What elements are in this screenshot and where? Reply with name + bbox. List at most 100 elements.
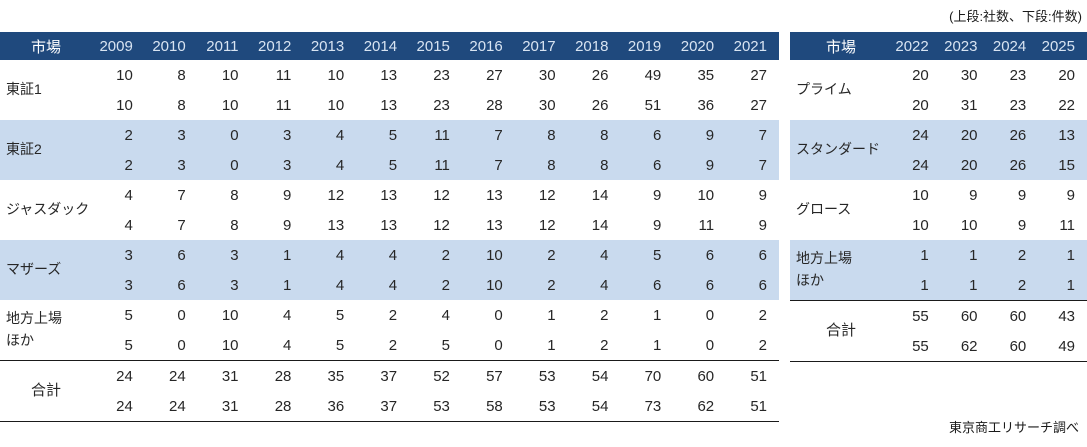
row-label: 地方上場 ほか xyxy=(0,300,92,361)
row-label: グロース xyxy=(790,180,892,240)
value-cell-cases: 55 xyxy=(892,331,941,362)
market-column-header: 市場 xyxy=(790,32,892,60)
table-row-upper: スタンダード 24 20 26 13 xyxy=(790,120,1087,180)
year-column-header: 2015 xyxy=(409,32,462,60)
table-row-lower: 5 0 10 4 5 2 5 0 1 2 1 0 2 xyxy=(0,330,779,361)
year-column-header: 2009 xyxy=(92,32,145,60)
year-column-header: 2019 xyxy=(620,32,674,60)
value-cell-companies: 70 xyxy=(620,360,674,391)
value-cell-companies: 20 xyxy=(940,120,990,150)
value-cell-cases: 12 xyxy=(409,210,462,240)
value-cell-companies: 9 xyxy=(940,180,990,210)
value-cell-cases: 3 xyxy=(144,150,198,180)
right-table-2022-2025: 市場 2022 2023 2024 2025 プライム 20 30 23 20 20 31 23 22 スタ… xyxy=(790,32,1087,362)
table-row-lower: 10 8 10 11 10 13 23 28 30 26 51 36 27 xyxy=(0,90,779,120)
value-cell-companies: 6 xyxy=(726,240,779,270)
table-row-upper: 東証2 2 3 0 3 4 5 11 7 8 8 6 9 7 xyxy=(0,120,779,180)
value-cell-companies: 3 xyxy=(250,120,304,150)
value-cell-cases: 10 xyxy=(92,90,145,120)
value-cell-companies: 5 xyxy=(303,300,357,330)
value-cell-companies: 8 xyxy=(514,120,568,150)
value-cell-companies: 23 xyxy=(989,60,1039,90)
value-cell-cases: 24 xyxy=(892,150,941,180)
year-column-header: 2017 xyxy=(514,32,568,60)
year-column-header: 2016 xyxy=(461,32,515,60)
value-cell-cases: 10 xyxy=(461,270,515,300)
value-cell-companies: 9 xyxy=(250,180,304,210)
value-cell-companies: 2 xyxy=(514,240,568,270)
value-cell-companies: 5 xyxy=(356,120,410,150)
value-cell-cases: 60 xyxy=(989,331,1039,362)
market-column-header: 市場 xyxy=(0,32,92,60)
value-cell-companies: 37 xyxy=(356,360,410,391)
value-cell-companies: 24 xyxy=(92,360,145,391)
value-cell-companies: 20 xyxy=(892,60,941,90)
value-cell-cases: 9 xyxy=(726,210,779,240)
value-cell-companies: 8 xyxy=(144,60,198,90)
value-cell-companies: 26 xyxy=(989,120,1039,150)
year-column-header: 2014 xyxy=(356,32,410,60)
value-cell-companies: 52 xyxy=(409,360,462,391)
value-cell-companies: 2 xyxy=(567,300,621,330)
table-row-upper: プライム 20 30 23 20 xyxy=(790,60,1087,120)
value-cell-companies: 60 xyxy=(989,300,1039,331)
value-cell-cases: 2 xyxy=(726,330,779,361)
value-cell-cases: 31 xyxy=(940,90,990,120)
value-cell-cases: 6 xyxy=(726,270,779,300)
row-label: ジャスダック xyxy=(0,180,92,240)
value-cell-companies: 3 xyxy=(144,120,198,150)
value-cell-companies: 10 xyxy=(461,240,515,270)
value-cell-companies: 9 xyxy=(1038,180,1087,210)
row-label: プライム xyxy=(790,60,892,120)
value-cell-cases: 9 xyxy=(250,210,304,240)
table-row-upper: 合計 55 60 60 43 xyxy=(790,300,1087,362)
tables-container: 市場 2009 2010 2011 2012 2013 2014 2015 2016 2017 20… xyxy=(0,32,1087,422)
value-cell-companies: 1 xyxy=(892,240,941,270)
value-cell-cases: 1 xyxy=(250,270,304,300)
value-cell-companies: 2 xyxy=(409,240,462,270)
value-cell-companies: 10 xyxy=(673,180,727,210)
value-cell-companies: 57 xyxy=(461,360,515,391)
value-cell-companies: 2 xyxy=(989,240,1039,270)
value-cell-cases: 11 xyxy=(409,150,462,180)
value-cell-companies: 1 xyxy=(514,300,568,330)
row-label: 合計 xyxy=(0,360,92,422)
value-cell-companies: 1 xyxy=(1038,240,1087,270)
value-cell-companies: 0 xyxy=(673,300,727,330)
value-cell-cases: 6 xyxy=(620,150,674,180)
table-row-lower: 24 24 31 28 36 37 53 58 53 54 73 62 51 xyxy=(0,391,779,422)
value-cell-cases: 3 xyxy=(250,150,304,180)
value-cell-cases: 49 xyxy=(1038,331,1087,362)
value-cell-cases: 26 xyxy=(567,90,621,120)
value-cell-cases: 8 xyxy=(514,150,568,180)
value-cell-companies: 3 xyxy=(197,240,251,270)
left-table-2009-2021: 市場 2009 2010 2011 2012 2013 2014 2015 2016 2017 20… xyxy=(0,32,779,422)
table-row-lower: 3 6 3 1 4 4 2 10 2 4 6 6 6 xyxy=(0,270,779,300)
value-cell-companies: 7 xyxy=(726,120,779,150)
value-cell-companies: 9 xyxy=(673,120,727,150)
value-cell-companies: 31 xyxy=(197,360,251,391)
year-column-header: 2011 xyxy=(197,32,251,60)
value-cell-cases: 4 xyxy=(356,270,410,300)
value-cell-companies: 26 xyxy=(567,60,621,90)
row-label: 合計 xyxy=(790,300,892,362)
value-cell-companies: 0 xyxy=(461,300,515,330)
value-cell-cases: 8 xyxy=(197,210,251,240)
value-cell-cases: 2 xyxy=(92,150,145,180)
value-cell-companies: 2 xyxy=(92,120,145,150)
value-cell-companies: 3 xyxy=(92,240,145,270)
value-cell-companies: 10 xyxy=(197,300,251,330)
value-cell-cases: 2 xyxy=(567,330,621,361)
value-cell-cases: 1 xyxy=(620,330,674,361)
value-cell-cases: 62 xyxy=(940,331,990,362)
table-row-lower: 2 3 0 3 4 5 11 7 8 8 6 9 7 xyxy=(0,150,779,180)
value-cell-cases: 0 xyxy=(673,330,727,361)
value-cell-cases: 0 xyxy=(197,150,251,180)
value-cell-companies: 13 xyxy=(356,180,410,210)
value-cell-companies: 28 xyxy=(250,360,304,391)
value-cell-cases: 13 xyxy=(356,90,410,120)
value-cell-cases: 3 xyxy=(197,270,251,300)
value-cell-cases: 0 xyxy=(461,330,515,361)
year-column-header: 2020 xyxy=(673,32,727,60)
row-label: 東証2 xyxy=(0,120,92,180)
